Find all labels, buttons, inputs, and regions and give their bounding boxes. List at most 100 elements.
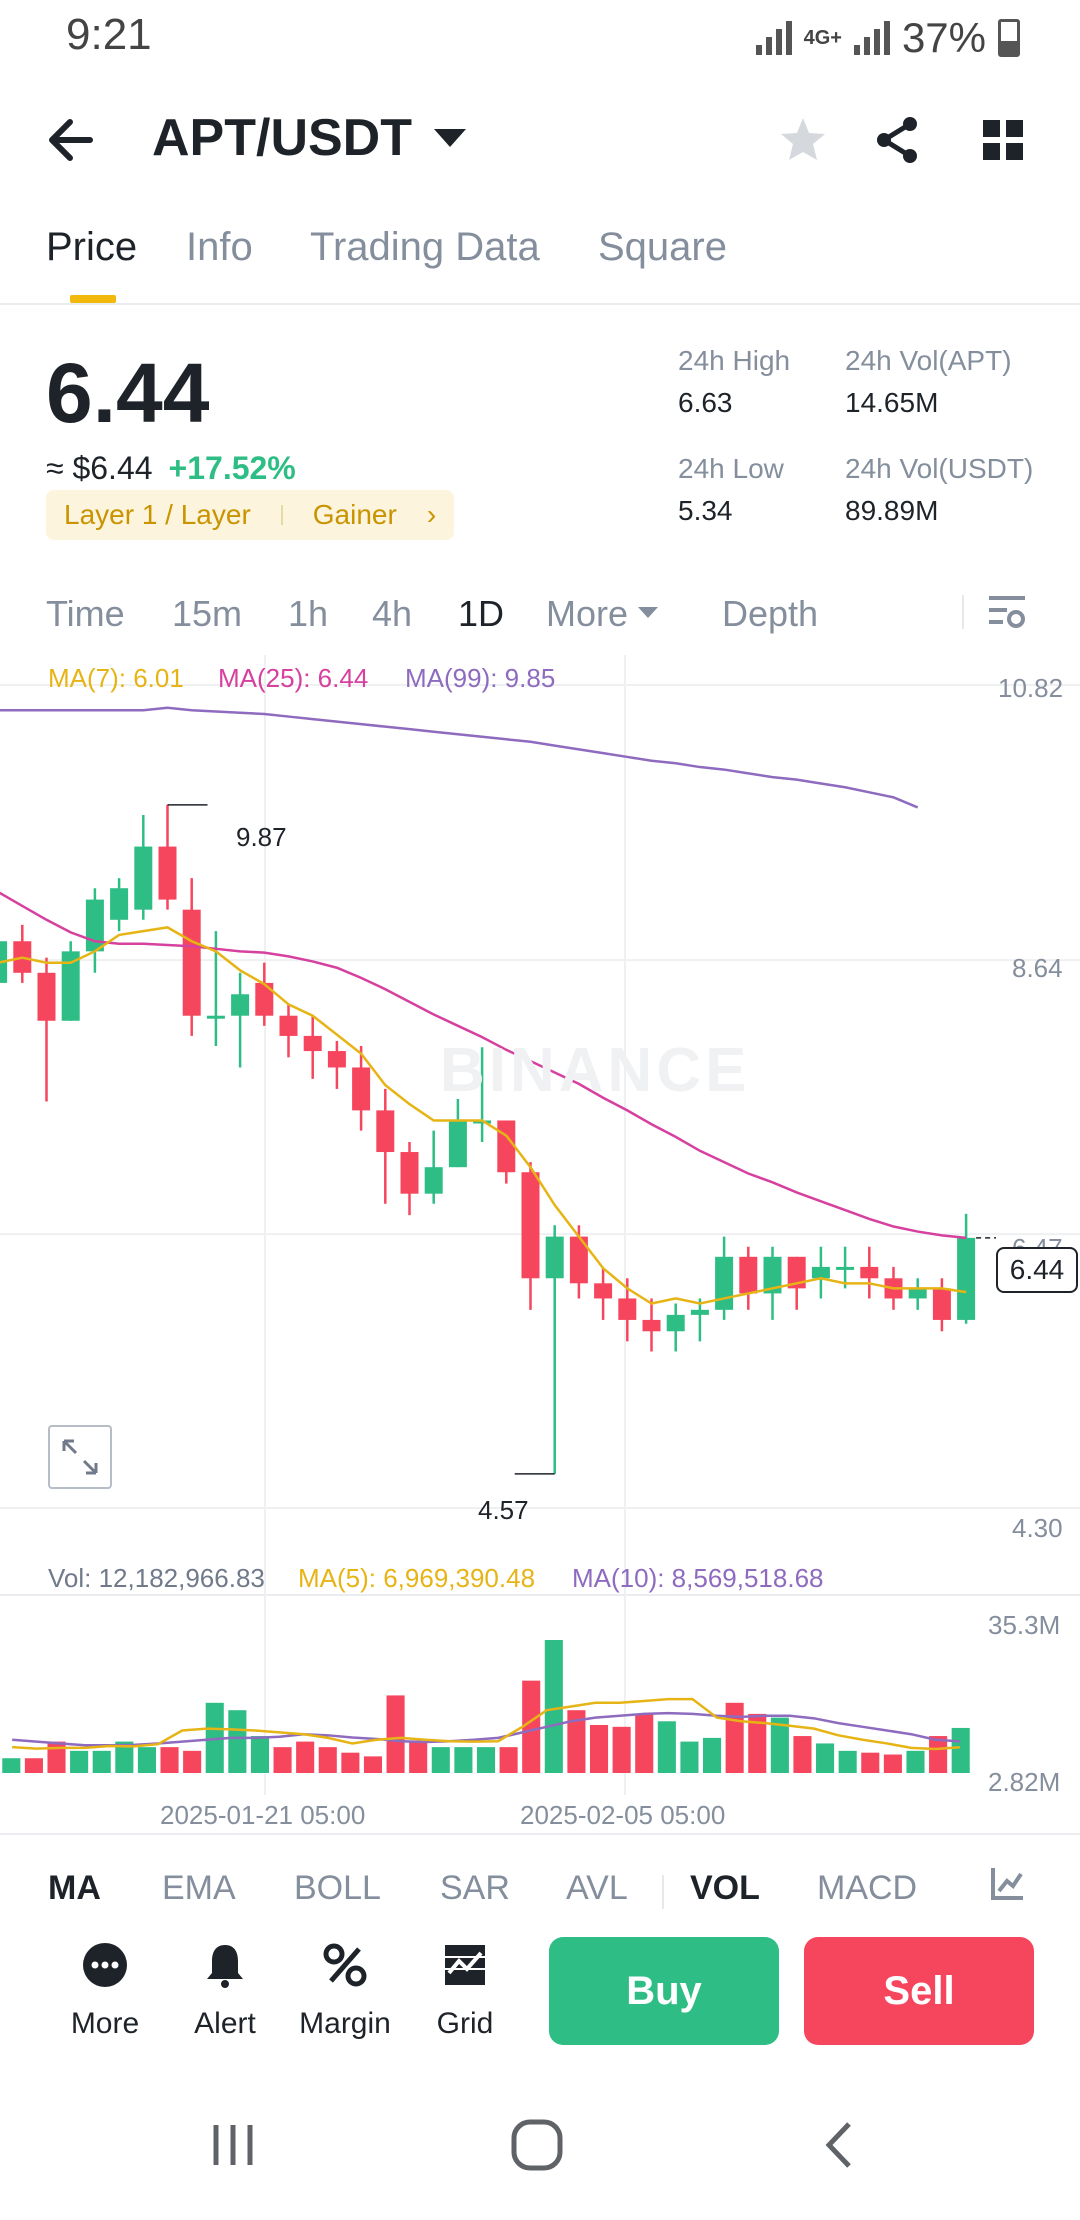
expand-chart-button[interactable] [48,1425,112,1489]
interval-4h[interactable]: 4h [372,593,413,634]
tab-trading-data[interactable]: Trading Data [310,225,540,269]
vol-ma5-line [12,1697,960,1751]
volume-bar [906,1750,925,1773]
last-price: 6.44 [46,346,210,440]
chart-settings-icon[interactable] [985,590,1029,634]
indicator-sar[interactable]: SAR [440,1869,510,1907]
status-time: 9:21 [66,10,152,59]
margin-label: Margin [299,2007,391,2040]
back-button[interactable] [40,110,110,170]
volume-bar [228,1710,247,1773]
indicator-ema[interactable]: EMA [162,1869,236,1907]
candle-body [497,1120,516,1173]
expand-icon [62,1439,98,1475]
candle-body [400,1152,419,1194]
candle-body [715,1256,734,1310]
star-icon[interactable] [775,112,831,168]
tag-strip[interactable]: Layer 1 / Layer Gainer › [46,490,455,540]
volume-bar [612,1726,631,1773]
home-icon[interactable] [510,2118,564,2172]
active-tab-indicator [70,295,116,303]
indicator-ma[interactable]: MA [48,1869,101,1907]
volume-bar [137,1747,156,1773]
tab-square[interactable]: Square [598,225,727,269]
candle-body [376,1110,395,1153]
current-price-tag: 6.44 [996,1247,1078,1293]
caret-down-icon [434,129,466,147]
candle-body [787,1256,806,1289]
candle-body [85,899,104,952]
volume-bar [386,1695,405,1773]
indicator-boll[interactable]: BOLL [294,1869,381,1907]
volume-bar [2,1758,21,1773]
more-action[interactable]: More [50,1935,160,2041]
depth-tab[interactable]: Depth [722,593,819,634]
volume-bar [160,1747,179,1773]
volume-bar [296,1741,315,1773]
volume-bar [318,1747,337,1773]
tab-price[interactable]: Price [46,225,138,269]
back-nav-icon[interactable] [815,2120,865,2170]
grid-label: Grid [436,2007,494,2040]
pair-name: APT/USDT [152,109,412,167]
stat-high: 24h High 6.63 [678,345,790,419]
candle-body [182,909,201,1016]
candle-body [61,951,80,1021]
alert-action[interactable]: Alert [170,1935,280,2041]
share-icon[interactable] [870,112,926,168]
indicator-vol[interactable]: VOL [690,1869,760,1907]
margin-action[interactable]: Margin [290,1935,400,2041]
tab-info[interactable]: Info [186,225,253,269]
tag-category[interactable]: Layer 1 / Layer [64,499,251,530]
buy-button[interactable]: Buy [549,1937,779,2045]
interval-15m[interactable]: 15m [172,593,243,634]
caret-down-icon [638,606,659,618]
recent-apps-icon[interactable] [208,2120,258,2170]
binance-watermark: BINANCE [440,1036,751,1105]
low-marker-label: 4.57 [478,1495,529,1525]
volume-bar [476,1747,496,1773]
candle-body [690,1309,709,1315]
high-marker-label: 9.87 [236,822,287,852]
pair-selector[interactable]: APT/USDT [152,108,466,168]
price-chart[interactable]: BINANCE MA(7): 6.01 MA(25): 6.44 MA(99):… [0,655,1080,1830]
volume-bar [883,1754,902,1773]
indicator-macd[interactable]: MACD [817,1869,918,1907]
interval-1d[interactable]: 1D [458,593,505,634]
stat-vol-quote-value: 89.89M [845,495,939,526]
vol-ma10-line [12,1711,960,1747]
grid-action[interactable]: Grid [410,1935,520,2041]
candle-body [158,846,177,900]
volume-bar [47,1741,66,1773]
grid-menu-icon[interactable] [975,112,1031,168]
indicator-settings-icon[interactable] [990,1865,1026,1901]
volume-bar [70,1750,89,1773]
volume-bar [793,1736,812,1773]
volume-bar [680,1741,699,1773]
interval-1h[interactable]: 1h [288,593,329,634]
candle-body [811,1266,830,1279]
more-label: More [70,2007,140,2040]
legend-ma25: MA(25): 6.44 [218,663,369,693]
volume-bar [589,1724,609,1773]
usd-price-line: ≈ $6.44 +17.52% [46,450,296,487]
tag-gainer[interactable]: Gainer [312,499,397,530]
stat-vol-base-value: 14.65M [845,387,939,418]
candle-body [836,1266,855,1270]
stat-vol-quote-label: 24h Vol(USDT) [845,453,1034,484]
candle-body [231,994,250,1016]
interval-time[interactable]: Time [46,593,125,634]
network-type: 4G+ [803,27,842,49]
volume-bar [838,1750,857,1773]
interval-more[interactable]: More [546,593,659,635]
candle-body [448,1120,467,1168]
sell-button[interactable]: Sell [804,1937,1034,2045]
volume-bar [115,1741,134,1773]
indicator-avl[interactable]: AVL [566,1869,628,1907]
candle-body [860,1266,879,1279]
candle-body [666,1314,685,1332]
candle-body [255,982,274,1016]
chart-canvas [0,655,1080,1795]
candle-body [473,1120,492,1124]
volume-bar [770,1717,789,1773]
